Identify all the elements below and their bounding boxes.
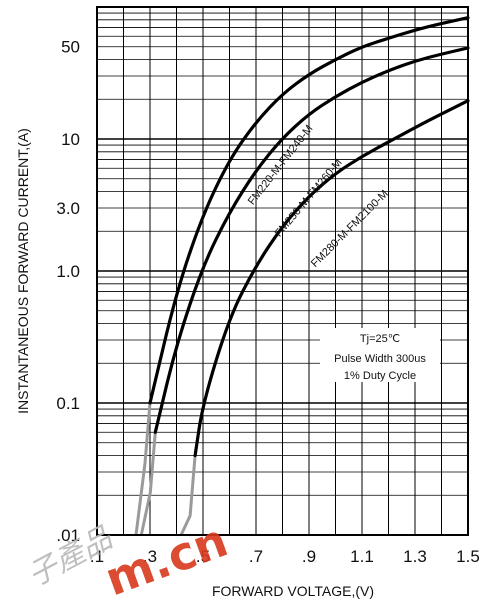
y-tick-label: 0.1 (56, 394, 80, 413)
y-tick-label: .01 (56, 526, 80, 545)
x-tick-label: .3 (143, 547, 157, 566)
x-tick-label: .9 (302, 547, 316, 566)
x-tick-label: .1 (90, 547, 104, 566)
x-axis-title: FORWARD VOLTAGE,(V) (212, 583, 374, 599)
x-tick-label: .5 (196, 547, 210, 566)
series-2-tail (139, 432, 157, 536)
x-tick-label: .7 (249, 547, 263, 566)
y-tick-label: 3.0 (56, 199, 80, 218)
y-tick-label: 50 (61, 38, 80, 57)
series-1-tail (134, 402, 152, 536)
y-tick-label: 1.0 (56, 262, 80, 281)
series-2-line (153, 46, 470, 434)
note-duty-cycle: 1% Duty Cycle (344, 370, 416, 382)
test-conditions-note: Tj=25℃ Pulse Width 300us 1% Duty Cycle (320, 328, 440, 382)
y-tick-labels: .01 0.1 1.0 3.0 10 50 (56, 38, 80, 545)
series-1-line (148, 16, 470, 405)
note-temperature: Tj=25℃ (360, 333, 400, 345)
x-tick-label: 1.5 (456, 547, 480, 566)
plot-frame (96, 6, 469, 536)
x-tick-label: 1.1 (350, 547, 374, 566)
watermark: 子產品 m.cn (22, 513, 234, 606)
y-axis-title: INSTANTANEOUS FORWARD CURRENT,(A) (15, 128, 31, 414)
series-curves (134, 16, 470, 536)
note-pulse-width: Pulse Width 300us (334, 353, 426, 365)
x-tick-labels: .1 .3 .5 .7 .9 1.1 1.3 1.5 (90, 547, 480, 566)
series-3-line (193, 99, 470, 458)
series-3-tail (179, 455, 197, 536)
x-tick-label: 1.3 (403, 547, 427, 566)
y-tick-label: 10 (61, 130, 80, 149)
series-label-3: FM280-M-FM2100-M (309, 188, 391, 270)
